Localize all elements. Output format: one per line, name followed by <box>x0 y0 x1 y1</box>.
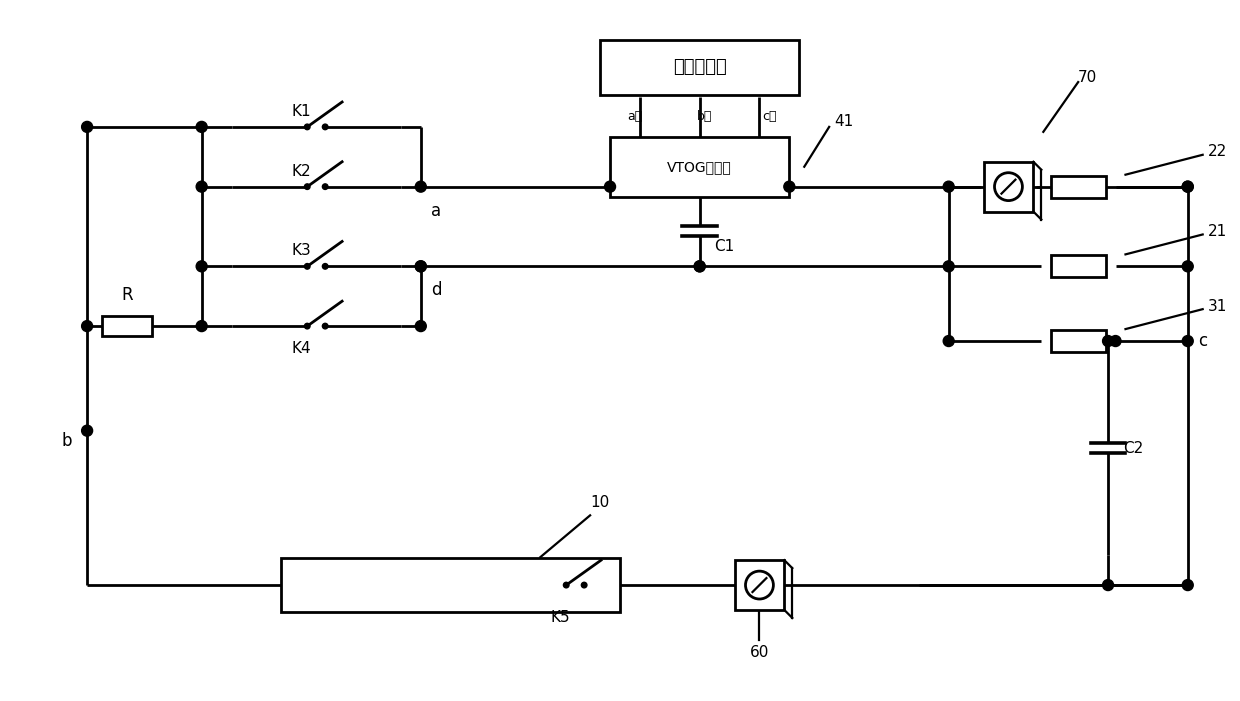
Circle shape <box>196 261 207 272</box>
Circle shape <box>322 323 327 329</box>
Text: 22: 22 <box>1208 144 1226 159</box>
Text: K5: K5 <box>551 610 570 625</box>
Circle shape <box>305 184 310 189</box>
Circle shape <box>322 124 327 130</box>
Circle shape <box>322 264 327 269</box>
Text: c: c <box>1198 332 1207 350</box>
Circle shape <box>415 320 427 332</box>
Bar <box>1050 255 1106 278</box>
Circle shape <box>82 121 93 132</box>
Text: K2: K2 <box>291 164 311 179</box>
Text: K4: K4 <box>291 341 311 356</box>
Circle shape <box>196 121 207 132</box>
Circle shape <box>1182 261 1193 272</box>
Text: a相: a相 <box>627 111 642 123</box>
Bar <box>983 162 1033 212</box>
Text: C1: C1 <box>714 239 735 254</box>
Circle shape <box>415 181 427 192</box>
Circle shape <box>305 323 310 329</box>
Circle shape <box>563 583 569 588</box>
Circle shape <box>784 181 795 192</box>
Text: 交流充电柜: 交流充电柜 <box>673 58 727 76</box>
Text: R: R <box>122 286 133 304</box>
Circle shape <box>82 320 93 332</box>
Text: c相: c相 <box>763 111 776 123</box>
Text: b相: b相 <box>697 111 712 123</box>
Circle shape <box>694 261 706 272</box>
Circle shape <box>1102 580 1114 590</box>
Text: 41: 41 <box>835 114 853 130</box>
Circle shape <box>322 184 327 189</box>
Circle shape <box>582 583 587 588</box>
Circle shape <box>1102 336 1114 346</box>
Bar <box>600 40 800 95</box>
Text: 70: 70 <box>1078 69 1097 85</box>
Circle shape <box>605 181 615 192</box>
Text: K1: K1 <box>291 104 311 119</box>
Circle shape <box>1182 336 1193 346</box>
Text: 60: 60 <box>750 645 769 660</box>
Circle shape <box>1182 181 1193 192</box>
Text: 31: 31 <box>1208 299 1228 313</box>
Text: C2: C2 <box>1123 441 1143 456</box>
Text: K3: K3 <box>291 243 311 259</box>
Text: a: a <box>430 202 441 219</box>
Circle shape <box>944 261 954 272</box>
Circle shape <box>944 181 954 192</box>
Circle shape <box>694 261 706 272</box>
Circle shape <box>415 261 427 272</box>
Circle shape <box>944 336 954 346</box>
Bar <box>1050 330 1106 352</box>
Bar <box>102 316 151 336</box>
Bar <box>1050 176 1106 198</box>
Circle shape <box>1110 336 1121 346</box>
Circle shape <box>1182 181 1193 192</box>
Circle shape <box>415 261 427 272</box>
Text: b: b <box>62 432 72 449</box>
Bar <box>610 137 790 196</box>
Circle shape <box>305 124 310 130</box>
Bar <box>281 558 620 613</box>
Circle shape <box>196 320 207 332</box>
Bar <box>734 560 785 610</box>
Text: 10: 10 <box>590 496 610 510</box>
Circle shape <box>305 264 310 269</box>
Text: VTOG控制器: VTOG控制器 <box>667 160 732 174</box>
Text: d: d <box>430 281 441 299</box>
Text: 21: 21 <box>1208 224 1226 239</box>
Circle shape <box>82 426 93 436</box>
Circle shape <box>196 181 207 192</box>
Circle shape <box>1182 580 1193 590</box>
